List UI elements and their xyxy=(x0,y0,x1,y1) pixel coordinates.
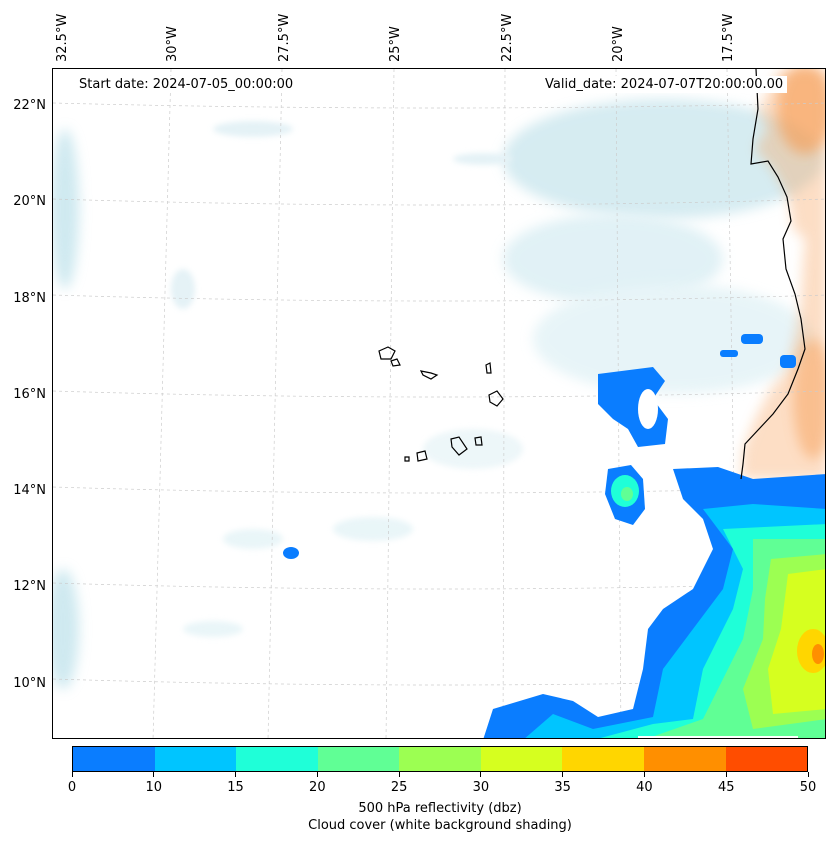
colorbar-tick xyxy=(643,772,645,777)
lon-label-27-5w: 27.5°W xyxy=(277,13,292,62)
colorbar-tick xyxy=(725,772,727,777)
colorbar-swatch xyxy=(562,747,644,771)
colorbar-tick-label: 15 xyxy=(227,780,244,795)
lat-label-20n: 20°N xyxy=(13,194,46,209)
colorbar-swatch xyxy=(480,747,563,771)
colorbar-swatch xyxy=(399,747,481,771)
colorbar-tick-label: 0 xyxy=(67,780,77,795)
lon-label-25w: 25°W xyxy=(388,26,403,62)
lat-label-12n: 12°N xyxy=(13,579,46,594)
lon-label-17-5w: 17.5°W xyxy=(721,13,736,62)
lat-label-16n: 16°N xyxy=(13,387,46,402)
colorbar-swatch xyxy=(236,747,318,771)
colorbar-tick-label: 10 xyxy=(145,780,163,795)
cloud-cover-shading xyxy=(53,99,823,689)
colorbar-tick xyxy=(235,772,237,777)
lon-label-30w: 30°W xyxy=(165,26,180,62)
colorbar-swatch xyxy=(643,747,726,771)
colorbar-title: 500 hPa reflectivity (dbz) xyxy=(358,801,522,816)
colorbar-tick xyxy=(562,772,564,777)
colorbar-tick-label: 35 xyxy=(554,780,571,795)
colorbar-tick-label: 50 xyxy=(799,780,817,795)
start-date-label: Start date: 2024-07-05_00:00:00 xyxy=(75,76,298,93)
colorbar-tick xyxy=(153,772,155,777)
colorbar-tick-label: 20 xyxy=(309,780,326,795)
lat-label-18n: 18°N xyxy=(13,291,46,306)
lon-label-22-5w: 22.5°W xyxy=(500,13,515,62)
map-canvas xyxy=(53,69,825,738)
colorbar xyxy=(72,746,808,772)
colorbar-tick xyxy=(807,772,809,777)
colorbar-tick-label: 45 xyxy=(717,780,735,795)
lat-label-14n: 14°N xyxy=(13,483,46,498)
colorbar-swatch xyxy=(154,747,237,771)
valid-date-label: Valid_date: 2024-07-07T20:00:00.00 xyxy=(541,76,788,93)
colorbar-tick-label: 30 xyxy=(472,780,490,795)
lat-label-10n: 10°N xyxy=(13,676,46,691)
colorbar-tick xyxy=(480,772,482,777)
colorbar-tick-label: 40 xyxy=(636,780,653,795)
reflectivity-contours xyxy=(283,334,825,738)
colorbar-tick xyxy=(398,772,400,777)
colorbar-subtitle: Cloud cover (white background shading) xyxy=(308,818,572,833)
lon-label-20w: 20°W xyxy=(611,26,626,62)
coastline xyxy=(378,69,806,480)
colorbar-tick xyxy=(316,772,318,777)
lon-label-32-5w: 32.5°W xyxy=(55,13,70,62)
colorbar-swatch xyxy=(73,747,155,771)
colorbar-swatch xyxy=(725,747,808,771)
colorbar-tick-label: 25 xyxy=(390,780,408,795)
map-panel xyxy=(52,68,826,739)
colorbar-swatch xyxy=(317,747,400,771)
graticule xyxy=(53,69,825,738)
colorbar-tick xyxy=(71,772,73,777)
land-temperature-shading xyxy=(741,69,825,479)
lat-label-22n: 22°N xyxy=(13,98,46,113)
